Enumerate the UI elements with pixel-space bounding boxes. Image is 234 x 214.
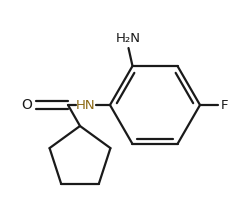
Text: O: O bbox=[22, 98, 33, 112]
Text: F: F bbox=[221, 98, 229, 111]
Text: H₂N: H₂N bbox=[116, 31, 141, 45]
Text: HN: HN bbox=[76, 98, 96, 111]
